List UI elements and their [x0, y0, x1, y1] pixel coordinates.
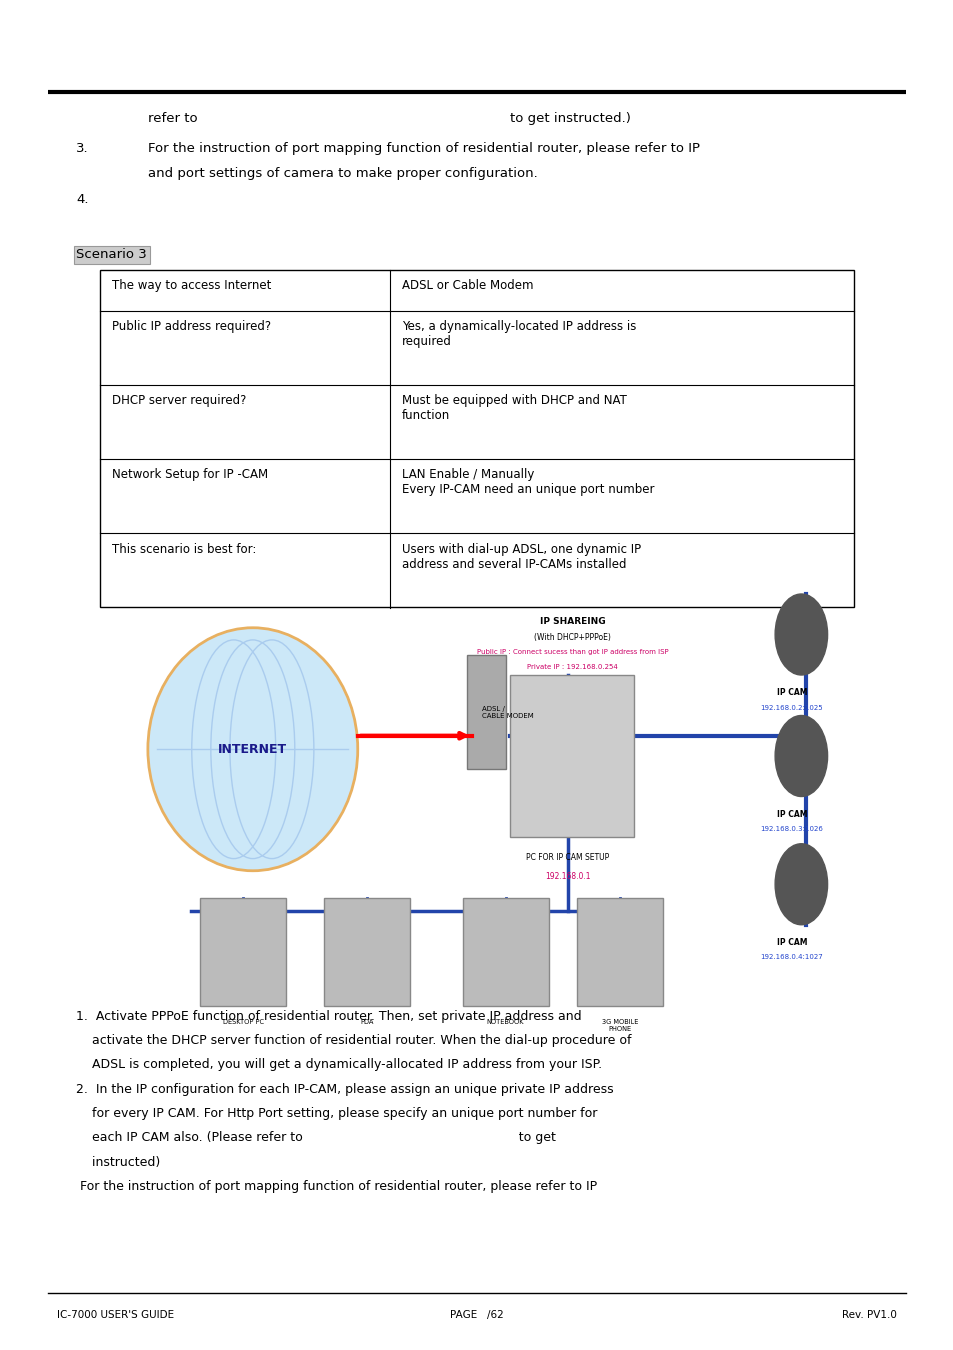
Bar [462, 898, 548, 1006]
Text: PAGE   /62: PAGE /62 [450, 1310, 503, 1320]
Text: The way to access Internet: The way to access Internet [112, 279, 271, 293]
Ellipse shape [774, 716, 826, 796]
Bar [57, 614, 896, 999]
Text: to get instructed.): to get instructed.) [510, 112, 631, 126]
Text: for every IP CAM. For Http Port setting, please specify an unique port number fo: for every IP CAM. For Http Port setting,… [76, 1107, 598, 1120]
Ellipse shape [148, 628, 357, 871]
Text: Rev. PV1.0: Rev. PV1.0 [841, 1310, 896, 1320]
Text: Private IP : 192.168.0.254: Private IP : 192.168.0.254 [526, 664, 618, 670]
Text: IP CAM: IP CAM [776, 688, 806, 698]
Text: LAN Enable / Manually
Every IP-CAM need an unique port number: LAN Enable / Manually Every IP-CAM need … [401, 468, 654, 497]
Text: (With DHCP+PPPoE): (With DHCP+PPPoE) [534, 633, 610, 643]
Text: Must be equipped with DHCP and NAT
function: Must be equipped with DHCP and NAT funct… [401, 394, 626, 423]
Text: DESKTOP PC: DESKTOP PC [222, 1019, 264, 1025]
Ellipse shape [774, 844, 826, 925]
Text: ADSL /
CABLE MODEM: ADSL / CABLE MODEM [481, 706, 533, 720]
Ellipse shape [774, 594, 826, 675]
Text: activate the DHCP server function of residential router. When the dial-up proced: activate the DHCP server function of res… [76, 1034, 631, 1048]
Text: Scenario 3: Scenario 3 [76, 248, 147, 262]
Text: For the instruction of port mapping function of residential router, please refer: For the instruction of port mapping func… [148, 142, 700, 155]
Bar [577, 898, 662, 1006]
Text: Yes, a dynamically-located IP address is
required: Yes, a dynamically-located IP address is… [401, 320, 636, 348]
Text: Users with dial-up ADSL, one dynamic IP
address and several IP-CAMs installed: Users with dial-up ADSL, one dynamic IP … [401, 543, 640, 571]
Text: 192.168.0.2:1025: 192.168.0.2:1025 [760, 705, 822, 710]
Text: and port settings of camera to make proper configuration.: and port settings of camera to make prop… [148, 167, 537, 181]
Text: PDA: PDA [360, 1019, 374, 1025]
Text: IC-7000 USER'S GUIDE: IC-7000 USER'S GUIDE [57, 1310, 174, 1320]
Text: PC FOR IP CAM SETUP: PC FOR IP CAM SETUP [525, 853, 609, 863]
Text: each IP CAM also. (Please refer to                                              : each IP CAM also. (Please refer to [76, 1131, 556, 1145]
Text: IP CAM: IP CAM [776, 810, 806, 819]
Bar [324, 898, 410, 1006]
Text: This scenario is best for:: This scenario is best for: [112, 543, 255, 556]
Text: For the instruction of port mapping function of residential router, please refer: For the instruction of port mapping func… [76, 1180, 597, 1193]
Bar [467, 655, 505, 770]
Text: 192.168.0.3:1026: 192.168.0.3:1026 [760, 826, 822, 832]
Text: 192.168.0.4:1027: 192.168.0.4:1027 [760, 954, 822, 960]
Text: ADSL is completed, you will get a dynamically-allocated IP address from your ISP: ADSL is completed, you will get a dynami… [76, 1058, 601, 1072]
Text: 2.  In the IP configuration for each IP-CAM, please assign an unique private IP : 2. In the IP configuration for each IP-C… [76, 1083, 614, 1096]
Text: Public IP : Connect sucess than got IP address from ISP: Public IP : Connect sucess than got IP a… [476, 649, 667, 655]
Text: INTERNET: INTERNET [218, 743, 287, 756]
Text: 1.  Activate PPPoE function of residential router. Then, set private IP address : 1. Activate PPPoE function of residentia… [76, 1010, 581, 1023]
Text: 3.: 3. [76, 142, 89, 155]
Text: Network Setup for IP -CAM: Network Setup for IP -CAM [112, 468, 268, 482]
Text: 3G MOBILE
PHONE: 3G MOBILE PHONE [601, 1019, 638, 1033]
Text: refer to: refer to [148, 112, 197, 126]
Bar [200, 898, 286, 1006]
Text: NOTEBOOK: NOTEBOOK [486, 1019, 524, 1025]
Text: 192.168.0.1: 192.168.0.1 [544, 872, 590, 882]
Bar [510, 675, 634, 837]
Text: 4.: 4. [76, 193, 89, 207]
Bar [100, 270, 853, 608]
Polygon shape [524, 695, 581, 763]
Text: IP SHAREING: IP SHAREING [539, 617, 604, 626]
Text: DHCP server required?: DHCP server required? [112, 394, 246, 408]
Text: IP CAM: IP CAM [776, 938, 806, 948]
Text: instructed): instructed) [76, 1156, 160, 1169]
Text: Public IP address required?: Public IP address required? [112, 320, 271, 333]
Text: ADSL or Cable Modem: ADSL or Cable Modem [401, 279, 533, 293]
